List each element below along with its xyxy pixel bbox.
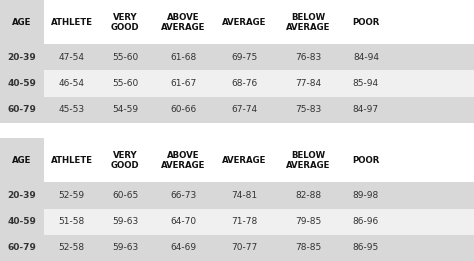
- Bar: [0, 0, 474, 44]
- Text: 20-39: 20-39: [8, 53, 36, 62]
- Text: 60-79: 60-79: [8, 105, 36, 114]
- Text: 86-96: 86-96: [353, 217, 379, 226]
- Text: 52-58: 52-58: [58, 244, 85, 252]
- Text: ABOVE
AVERAGE: ABOVE AVERAGE: [161, 13, 206, 32]
- Text: 45-53: 45-53: [58, 105, 85, 114]
- Text: AVERAGE: AVERAGE: [222, 17, 267, 27]
- Bar: [44, 235, 474, 261]
- Text: 61-67: 61-67: [170, 79, 197, 88]
- Bar: [0, 138, 44, 182]
- Text: 86-95: 86-95: [353, 244, 379, 252]
- Text: 89-98: 89-98: [353, 191, 379, 200]
- Text: 20-39: 20-39: [8, 191, 36, 200]
- Text: 79-85: 79-85: [295, 217, 321, 226]
- Text: 64-69: 64-69: [170, 244, 197, 252]
- Bar: [0, 70, 44, 97]
- Text: 55-60: 55-60: [112, 79, 138, 88]
- Text: AVERAGE: AVERAGE: [222, 156, 267, 165]
- Bar: [44, 209, 474, 235]
- Text: AGE: AGE: [12, 156, 31, 165]
- Text: POOR: POOR: [352, 156, 380, 165]
- Text: 59-63: 59-63: [112, 217, 138, 226]
- Text: 84-97: 84-97: [353, 105, 379, 114]
- Text: 66-73: 66-73: [170, 191, 197, 200]
- Bar: [0, 44, 44, 70]
- Text: 47-54: 47-54: [59, 53, 84, 62]
- Text: 85-94: 85-94: [353, 79, 379, 88]
- Bar: [44, 97, 474, 123]
- Text: 67-74: 67-74: [231, 105, 258, 114]
- Bar: [0, 97, 44, 123]
- Text: 40-59: 40-59: [8, 217, 36, 226]
- Text: 74-81: 74-81: [231, 191, 258, 200]
- Text: 61-68: 61-68: [170, 53, 197, 62]
- Text: 60-79: 60-79: [8, 244, 36, 252]
- Text: 69-75: 69-75: [231, 53, 258, 62]
- Text: 76-83: 76-83: [295, 53, 321, 62]
- Text: 54-59: 54-59: [112, 105, 138, 114]
- Text: ATHLETE: ATHLETE: [51, 17, 92, 27]
- Text: BELOW
AVERAGE: BELOW AVERAGE: [286, 151, 330, 170]
- Text: 55-60: 55-60: [112, 53, 138, 62]
- Bar: [0, 138, 474, 182]
- Text: 59-63: 59-63: [112, 244, 138, 252]
- Text: 77-84: 77-84: [295, 79, 321, 88]
- Bar: [0, 235, 44, 261]
- Text: 64-70: 64-70: [170, 217, 197, 226]
- Text: 60-65: 60-65: [112, 191, 138, 200]
- Text: 68-76: 68-76: [231, 79, 258, 88]
- Text: 40-59: 40-59: [8, 79, 36, 88]
- Bar: [44, 44, 474, 70]
- Text: ABOVE
AVERAGE: ABOVE AVERAGE: [161, 151, 206, 170]
- Text: VERY
GOOD: VERY GOOD: [111, 13, 139, 32]
- Bar: [44, 70, 474, 97]
- Bar: [0, 0, 44, 44]
- Text: VERY
GOOD: VERY GOOD: [111, 151, 139, 170]
- Text: 70-77: 70-77: [231, 244, 258, 252]
- Text: ATHLETE: ATHLETE: [51, 156, 92, 165]
- Text: BELOW
AVERAGE: BELOW AVERAGE: [286, 13, 330, 32]
- Text: 52-59: 52-59: [58, 191, 85, 200]
- Bar: [0, 209, 44, 235]
- Text: 46-54: 46-54: [59, 79, 84, 88]
- Text: POOR: POOR: [352, 17, 380, 27]
- Text: 82-88: 82-88: [295, 191, 321, 200]
- Bar: [44, 182, 474, 209]
- Text: 78-85: 78-85: [295, 244, 321, 252]
- Text: 60-66: 60-66: [170, 105, 197, 114]
- Text: 84-94: 84-94: [353, 53, 379, 62]
- Text: 51-58: 51-58: [58, 217, 85, 226]
- Bar: [0, 182, 44, 209]
- Text: 75-83: 75-83: [295, 105, 321, 114]
- Text: AGE: AGE: [12, 17, 31, 27]
- Text: 71-78: 71-78: [231, 217, 258, 226]
